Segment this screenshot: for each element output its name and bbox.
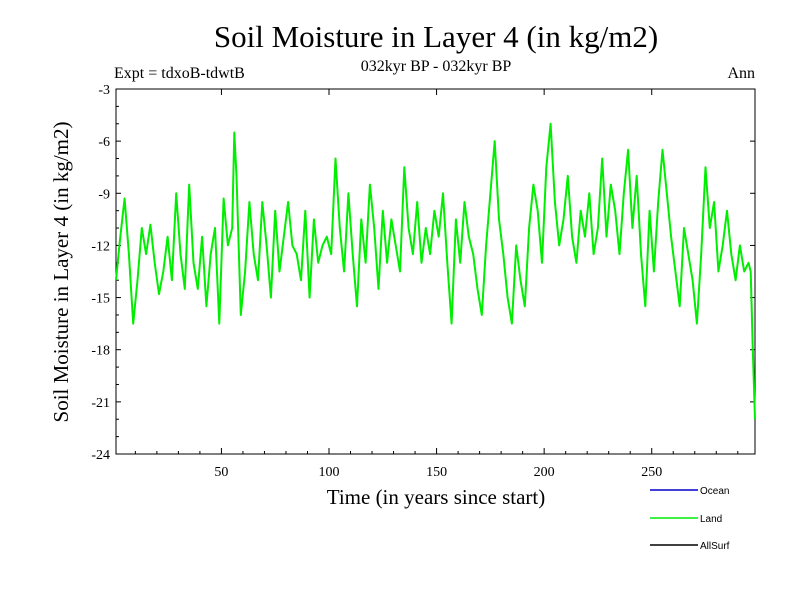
period-label: Ann	[727, 65, 755, 82]
x-tick-label: 200	[534, 465, 555, 480]
chart-title: Soil Moisture in Layer 4 (in kg/m2)	[214, 19, 658, 54]
x-tick-label: 50	[214, 465, 228, 480]
chart-subtitle: 032kyr BP - 032kyr BP	[361, 58, 512, 75]
x-tick-label: 150	[426, 465, 447, 480]
y-tick-label: -9	[98, 187, 110, 202]
y-tick-label: -21	[91, 396, 110, 411]
y-tick-label: -24	[91, 448, 110, 463]
experiment-label: Expt = tdxoB-tdwtB	[114, 65, 245, 82]
legend: Ocean Land AllSurf	[650, 486, 730, 552]
x-axis: 50 100 150 200 250	[134, 89, 739, 480]
series-line-land	[115, 122, 756, 420]
plot-frame	[115, 88, 756, 455]
legend-label-allsurf: AllSurf	[700, 541, 730, 552]
y-tick-label: -12	[91, 239, 110, 254]
x-tick-label: 250	[641, 465, 662, 480]
y-tick-label: -3	[98, 83, 110, 98]
y-axis-label: Soil Moisture in Layer 4 (in kg/m2)	[49, 122, 73, 423]
y-tick-label: -6	[98, 135, 110, 150]
series-layer	[115, 122, 756, 420]
x-tick-label: 100	[319, 465, 340, 480]
y-axis: -3 -6 -9 -12 -15 -18 -21 -24	[91, 83, 755, 463]
y-tick-label: -15	[91, 292, 110, 307]
y-tick-label: -18	[91, 344, 110, 359]
x-axis-label: Time (in years since start)	[327, 485, 546, 509]
legend-label-land: Land	[700, 514, 722, 525]
legend-label-ocean: Ocean	[700, 486, 729, 497]
